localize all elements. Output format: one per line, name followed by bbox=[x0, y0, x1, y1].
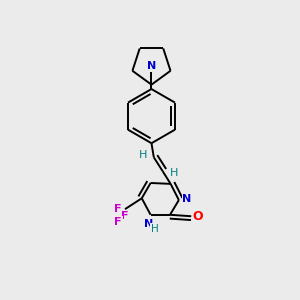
Text: F: F bbox=[115, 217, 122, 227]
Text: N: N bbox=[147, 61, 156, 71]
Text: H: H bbox=[139, 150, 147, 160]
Text: F: F bbox=[115, 204, 122, 214]
Text: N: N bbox=[145, 219, 154, 229]
Text: N: N bbox=[182, 194, 192, 204]
Text: O: O bbox=[192, 210, 203, 223]
Text: F: F bbox=[121, 211, 129, 221]
Text: H: H bbox=[170, 168, 178, 178]
Text: H: H bbox=[151, 224, 158, 234]
